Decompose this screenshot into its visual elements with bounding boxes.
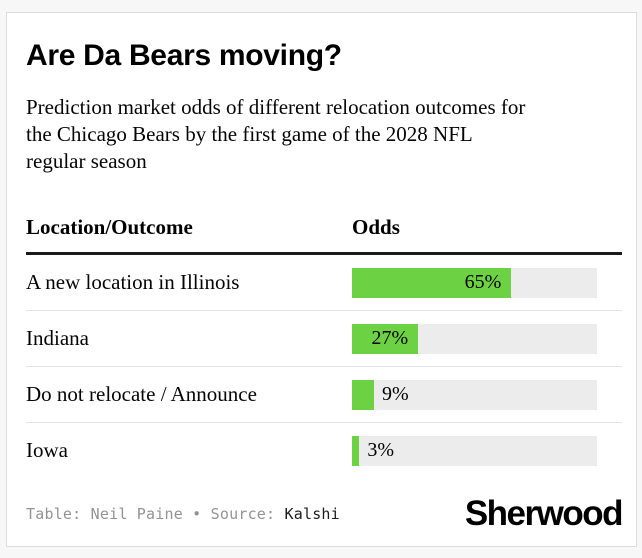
odds-bar-fill <box>352 379 375 410</box>
odds-bar-track: 9% <box>352 379 597 410</box>
chart-title: Are Da Bears moving? <box>26 39 342 72</box>
outcome-label: Indiana <box>26 326 89 350</box>
credit-prefix: Table: <box>26 504 82 523</box>
chart-card: Are Da Bears moving? Prediction market o… <box>6 12 637 547</box>
credits-line: Table: Neil Paine • Source: Kalshi <box>26 505 340 523</box>
sherwood-logo: Sherwood <box>464 494 624 533</box>
odds-bar-track: 27% <box>352 323 597 354</box>
column-header-location: Location/Outcome <box>26 215 193 239</box>
outcome-label: A new location in Illinois <box>26 270 240 294</box>
column-header-odds: Odds <box>352 215 400 239</box>
table-row: Indiana 27% <box>26 311 622 367</box>
odds-bar-fill <box>352 435 360 466</box>
odds-bar-fill: 27% <box>352 323 419 354</box>
source-name: Kalshi <box>284 504 340 523</box>
odds-value-label: 65% <box>464 271 502 293</box>
odds-value-label: 3% <box>367 439 395 461</box>
table-row: Do not relocate / Announce 9% <box>26 367 622 423</box>
table-row: A new location in Illinois 65% <box>26 255 622 311</box>
table-body: A new location in Illinois 65% Indiana 2… <box>26 255 622 478</box>
chart-subtitle: Prediction market odds of different relo… <box>26 95 526 173</box>
source-prefix: Source: <box>210 504 276 523</box>
odds-bar-track: 65% <box>352 267 597 298</box>
separator-dot-icon: • <box>192 504 202 523</box>
outcome-label: Iowa <box>26 438 68 462</box>
credit-name: Neil Paine <box>90 504 183 523</box>
footer: Table: Neil Paine • Source: Kalshi Sherw… <box>26 494 624 533</box>
table-header: Location/Outcome Odds <box>26 215 622 255</box>
outcome-label: Do not relocate / Announce <box>26 382 257 406</box>
odds-bar-track: 3% <box>352 435 597 466</box>
table-row: Iowa 3% <box>26 423 622 478</box>
odds-bar-fill: 65% <box>352 267 512 298</box>
odds-value-label: 9% <box>382 383 409 405</box>
odds-value-label: 27% <box>371 327 409 349</box>
